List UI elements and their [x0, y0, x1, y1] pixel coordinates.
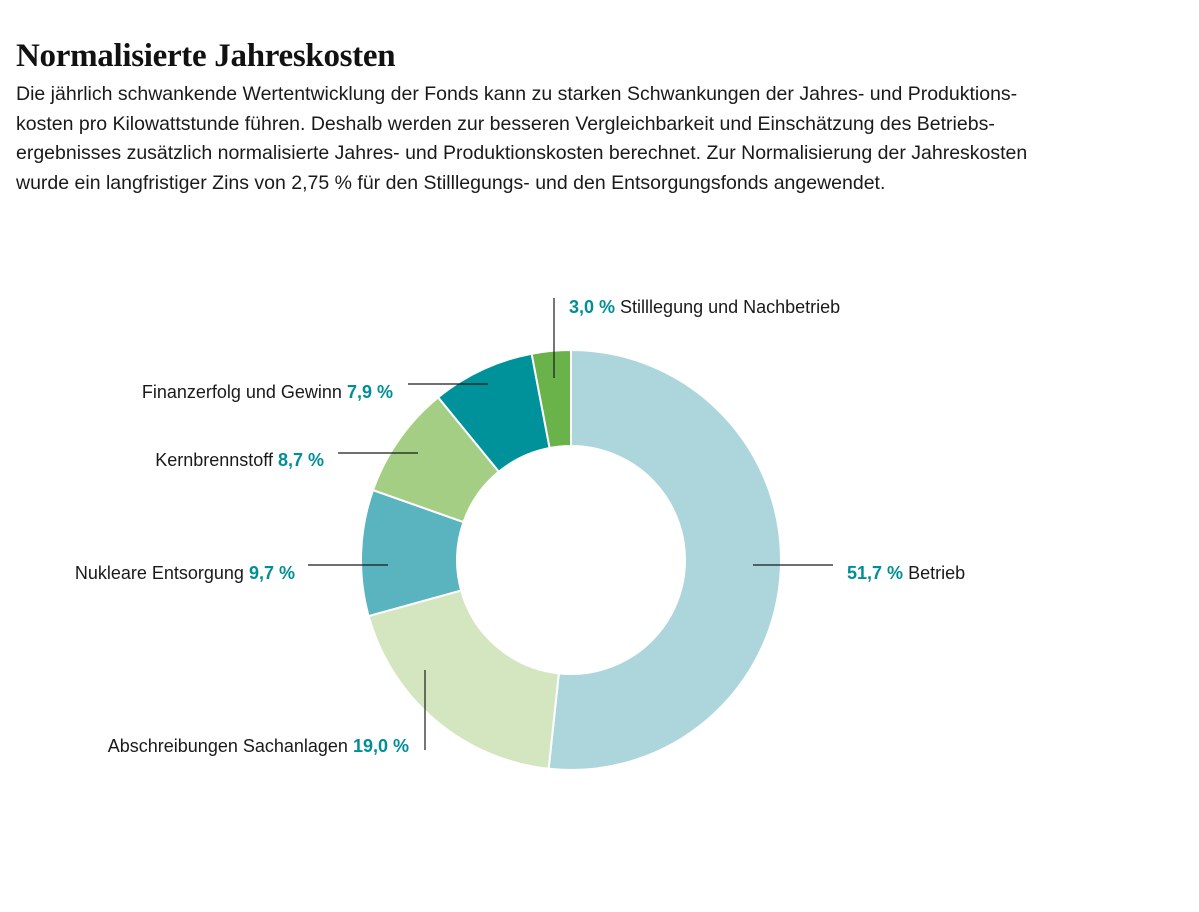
slice-abschreibungen [367, 589, 560, 770]
label-finanzerfolg: Finanzerfolg und Gewinn 7,9 % [142, 382, 393, 402]
slice-betrieb [547, 348, 782, 771]
label-name: Betrieb [908, 563, 965, 583]
label-abschreibungen: Abschreibungen Sachanlagen 19,0 % [108, 736, 409, 756]
label-entsorgung: Nukleare Entsorgung 9,7 % [75, 563, 295, 583]
label-percent: 3,0 % [569, 297, 615, 317]
label-name: Nukleare Entsorgung [75, 563, 244, 583]
page-title: Normalisierte Jahreskosten [16, 38, 396, 74]
label-name: Finanzerfolg und Gewinn [142, 382, 342, 402]
intro-line: wurde ein langfristiger Zins von 2,75 % … [16, 171, 886, 194]
label-stilllegung: 3,0 % Stilllegung und Nachbetrieb [569, 297, 840, 317]
label-name: Kernbrennstoff [155, 450, 274, 470]
label-kernbrennstoff: Kernbrennstoff 8,7 % [155, 450, 324, 470]
intro-line: ergebnisses zusätzlich normalisierte Jah… [16, 142, 1028, 164]
label-percent: 51,7 % [847, 563, 903, 583]
intro-line: kosten pro Kilowattstunde führen. Deshal… [16, 112, 995, 135]
label-name: Abschreibungen Sachanlagen [108, 736, 348, 756]
label-name: Stilllegung und Nachbetrieb [620, 297, 840, 317]
label-betrieb: 51,7 % Betrieb [847, 563, 965, 583]
intro-line: Die jährlich schwankende Wertentwicklung… [16, 83, 1018, 105]
donut-labels: 51,7 % Betrieb Abschreibungen Sachanlagen… [75, 297, 965, 756]
label-percent: 19,0 % [353, 736, 409, 756]
label-percent: 8,7 % [278, 450, 324, 470]
label-percent: 7,9 % [347, 382, 393, 402]
donut-slices [360, 348, 782, 771]
slice-stilllegung [530, 348, 572, 450]
intro-paragraph: Die jährlich schwankende Wertentwicklung… [16, 80, 1156, 198]
label-percent: 9,7 % [249, 563, 295, 583]
